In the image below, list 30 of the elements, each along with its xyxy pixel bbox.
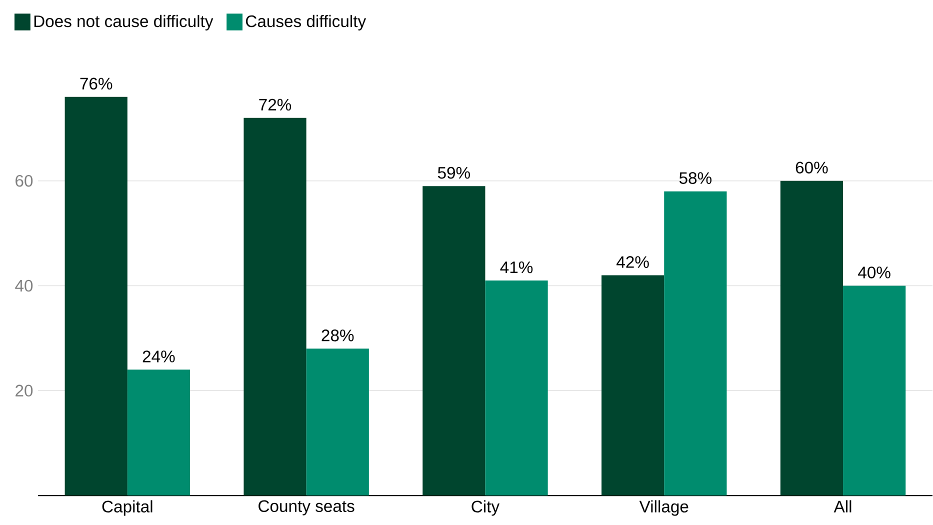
- legend-label: Causes difficulty: [246, 15, 366, 31]
- x-tick-label: Capital: [102, 500, 152, 516]
- x-tick-label: City: [472, 500, 500, 516]
- data-label: 24%: [142, 350, 175, 363]
- data-label: 72%: [259, 99, 292, 111]
- bar: [127, 370, 190, 496]
- bar: [485, 280, 548, 496]
- bar: [306, 348, 369, 496]
- data-label: 42%: [616, 256, 649, 268]
- bar: [664, 192, 727, 496]
- bar: [64, 97, 128, 496]
- data-label: 41%: [500, 262, 533, 274]
- data-label: 28%: [322, 330, 354, 342]
- data-label: 59%: [438, 167, 470, 179]
- y-tick-label: 60: [16, 175, 33, 187]
- data-label: 76%: [80, 78, 112, 90]
- x-tick-label: Village: [639, 500, 688, 516]
- data-label: 58%: [679, 172, 712, 184]
- x-tick-label: County seats: [258, 500, 354, 516]
- x-tick-label: All: [834, 500, 852, 513]
- data-label: 40%: [858, 266, 890, 279]
- legend-label: Does not cause difficulty: [34, 15, 214, 31]
- bar: [843, 286, 906, 496]
- y-tick-label: 40: [15, 280, 33, 292]
- bar: [422, 186, 486, 496]
- bar: [244, 118, 306, 496]
- bar: [780, 181, 844, 496]
- data-label: 60%: [796, 162, 828, 174]
- y-tick-label: 20: [16, 384, 33, 397]
- bar: [602, 275, 664, 496]
